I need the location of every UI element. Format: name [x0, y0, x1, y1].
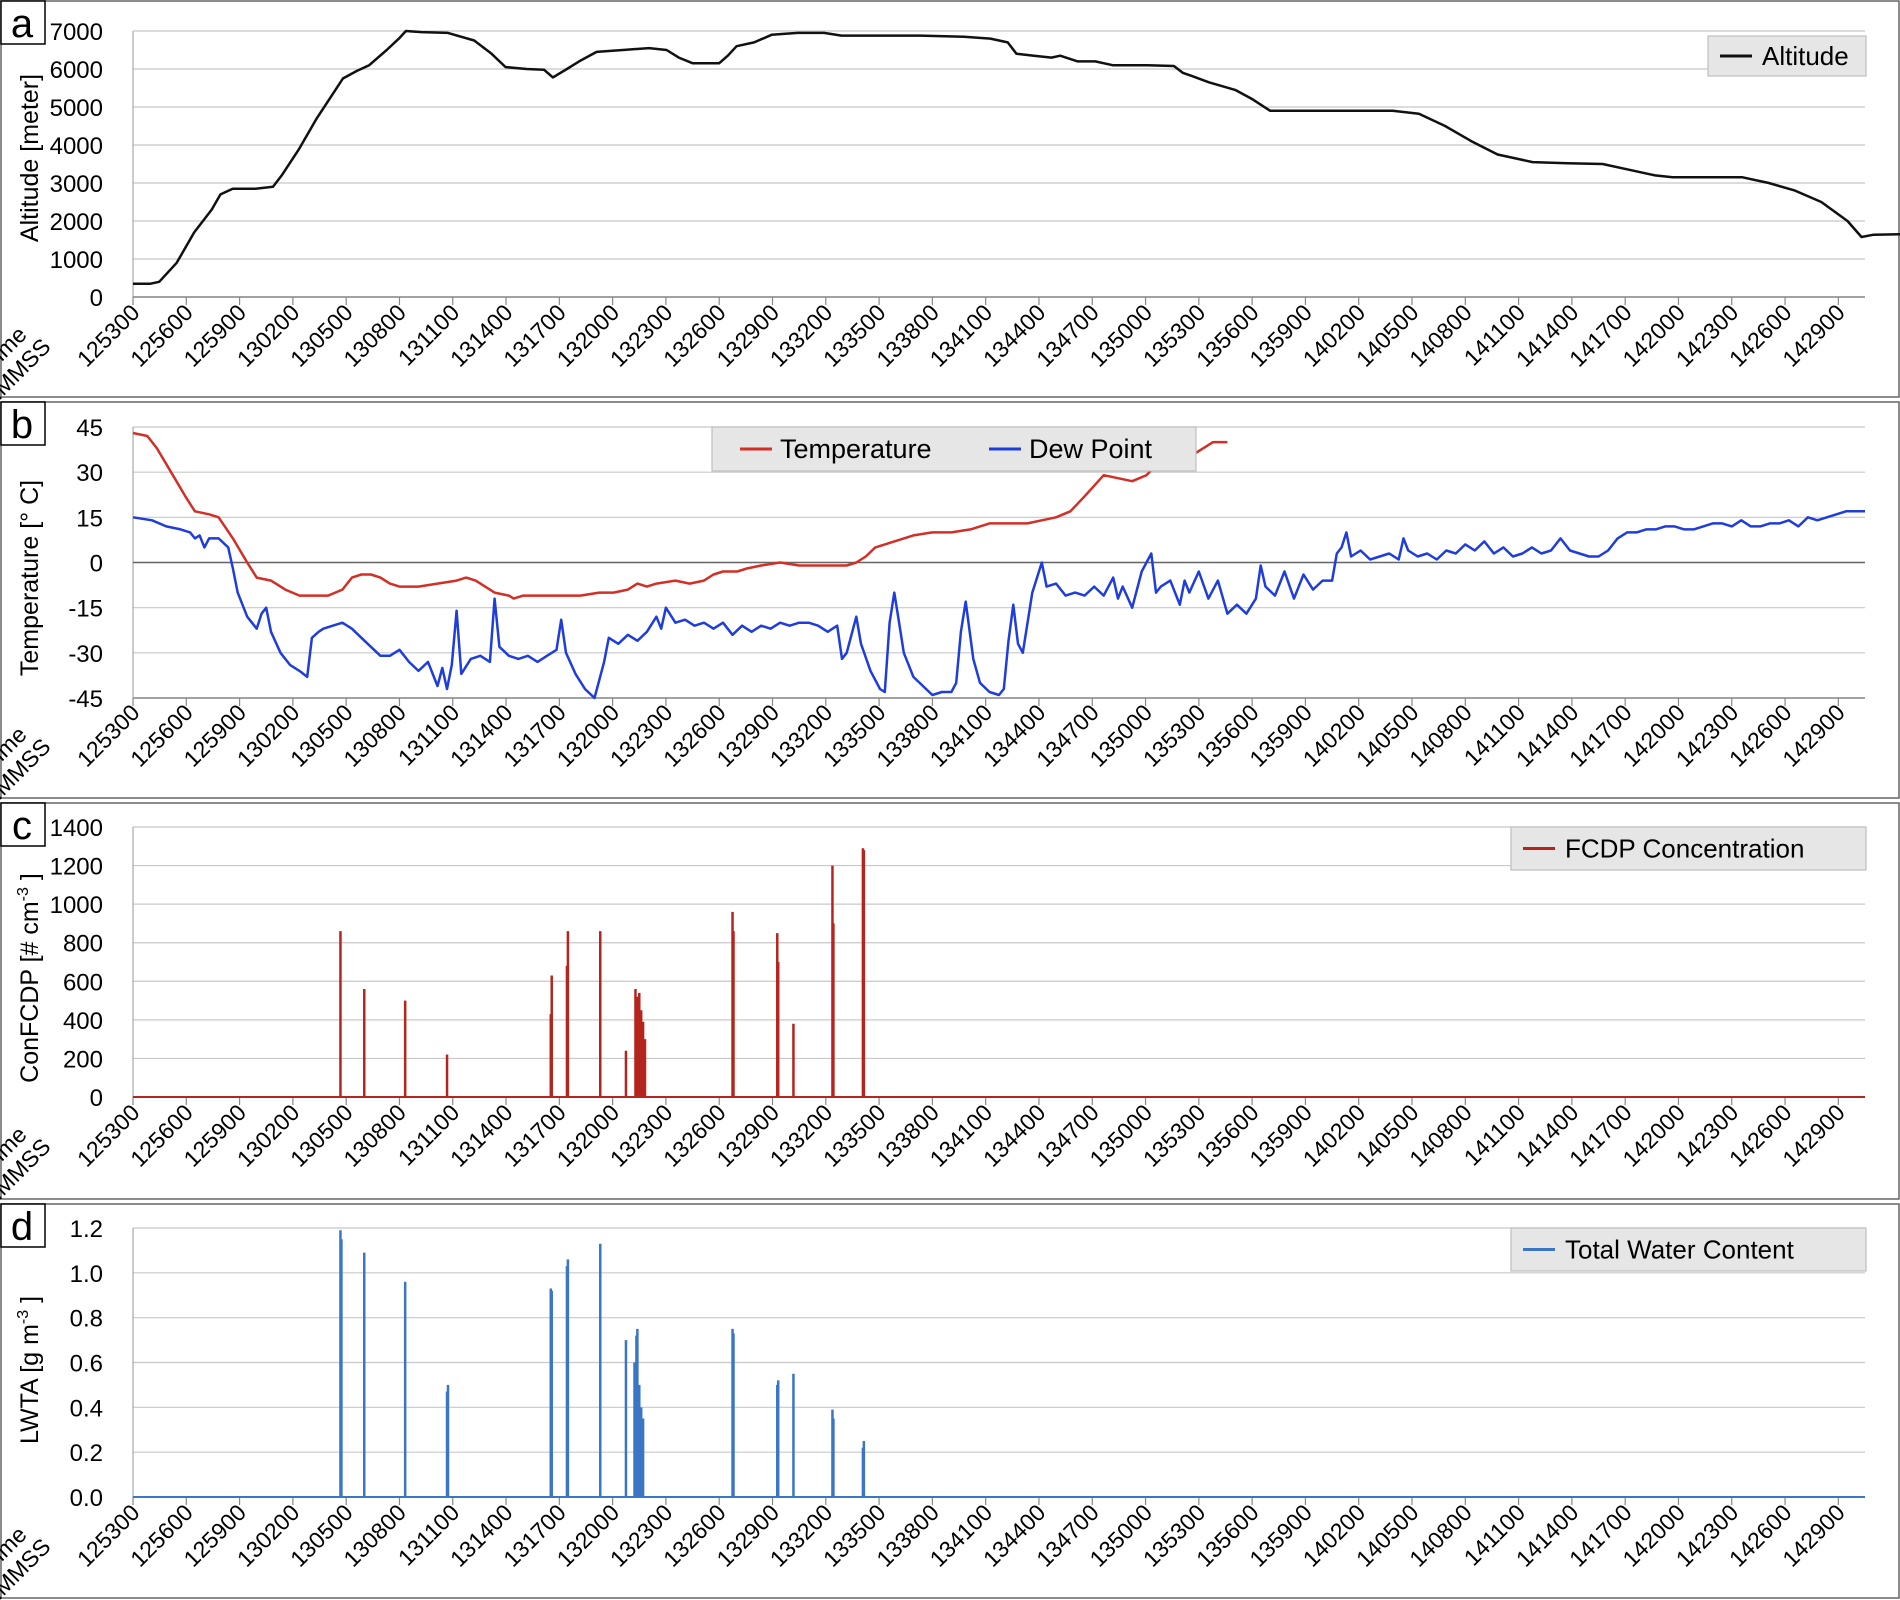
y-axis-label-sup: -3	[15, 887, 32, 901]
y-tick-label: -30	[68, 641, 103, 668]
y-axis-label: Altitude [meter]	[16, 74, 44, 242]
legend-label: Total Water Content	[1565, 1235, 1795, 1265]
panel-letter: c	[12, 804, 32, 848]
y-tick-label: 1.0	[70, 1261, 103, 1288]
panel-frame	[0, 401, 1900, 799]
y-axis-label: LWTA [g m-3 ]	[15, 1296, 44, 1444]
y-tick-label: 400	[63, 1008, 103, 1035]
legend-box	[1510, 1227, 1867, 1272]
y-tick-label: 45	[76, 415, 103, 442]
y-tick-label: 1200	[50, 854, 103, 881]
legend-label: Dew Point	[1029, 434, 1153, 464]
y-tick-label: 30	[76, 460, 103, 487]
y-tick-label: 5000	[50, 95, 103, 122]
panel-frame	[0, 1203, 1900, 1599]
legend-label: FCDP Concentration	[1565, 834, 1804, 864]
series-line-temperature	[132, 431, 1228, 600]
y-axis-label-sup: -3	[15, 1310, 32, 1324]
legend-label: Altitude	[1762, 41, 1849, 71]
y-tick-label: 0.4	[70, 1395, 103, 1422]
y-tick-label: 200	[63, 1046, 103, 1073]
y-tick-label: 4000	[50, 133, 103, 160]
y-tick-label: -15	[68, 596, 103, 623]
series-line-dew-point	[132, 510, 1865, 700]
y-tick-label: 1000	[50, 247, 103, 274]
series-line-altitude	[133, 29, 1900, 285]
y-tick-label: -45	[68, 686, 103, 713]
y-axis-label-main: LWTA [g m	[16, 1324, 44, 1444]
y-tick-label: 1000	[50, 892, 103, 919]
panel-temperature: b Temperature [° C] 4530150-15-30-451253…	[0, 401, 1900, 824]
y-tick-label: 0	[90, 1085, 103, 1112]
y-tick-label: 0.6	[70, 1351, 103, 1378]
panel-water-content: d LWTA [g m-3 ] 0.00.20.40.60.81.01.2125…	[0, 1203, 1900, 1600]
y-tick-label: 6000	[50, 57, 103, 84]
legend-box	[1510, 826, 1867, 871]
panel-frame	[0, 0, 1900, 398]
panel-letter-box	[0, 1203, 46, 1248]
panel-letter-box	[0, 802, 46, 847]
y-axis-label: ConFCDP [# cm-3 ]	[15, 873, 44, 1083]
y-tick-label: 800	[63, 931, 103, 958]
y-axis-label: Temperature [° C]	[16, 480, 44, 676]
panel-letter: d	[11, 1205, 33, 1249]
y-tick-label: 15	[76, 505, 103, 532]
y-tick-label: 1400	[50, 815, 103, 842]
panel-letter: b	[11, 403, 33, 447]
y-tick-label: 0	[90, 285, 103, 312]
panel-altitude: a Altitude [meter] 0 1000 2000 3000 4000 5000…	[0, 0, 1900, 424]
legend-box	[711, 426, 1197, 472]
panel-letter: a	[11, 2, 34, 46]
y-tick-label: 0	[90, 551, 103, 578]
y-tick-label: 2000	[50, 209, 103, 236]
panel-letter-box	[0, 0, 46, 45]
legend-label: Temperature	[780, 434, 932, 464]
y-tick-label: 0.2	[70, 1440, 103, 1467]
y-axis-label-end: ]	[16, 1296, 44, 1310]
y-tick-label: 600	[63, 969, 103, 996]
panel-letter-box	[0, 401, 46, 446]
y-axis-label-end: ]	[16, 873, 44, 887]
y-tick-label: 3000	[50, 171, 103, 198]
y-tick-label: 0.8	[70, 1306, 103, 1333]
panel-fcdp: c ConFCDP [# cm-3 ] 0 200 400 600 800 1000 120…	[0, 802, 1900, 1224]
y-tick-label: 1.2	[70, 1216, 103, 1243]
panel-frame	[0, 802, 1900, 1200]
y-tick-label: 0.0	[70, 1485, 103, 1512]
y-axis-label-main: ConFCDP [# cm	[16, 901, 44, 1083]
y-tick-label: 7000	[50, 19, 103, 46]
